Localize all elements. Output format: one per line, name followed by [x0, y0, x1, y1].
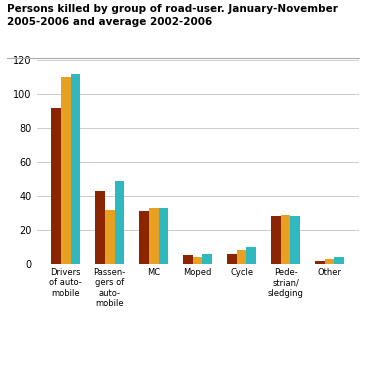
Bar	[61, 77, 71, 264]
Bar	[237, 250, 246, 264]
Bar	[139, 211, 149, 264]
Bar	[193, 257, 202, 264]
Bar	[335, 257, 344, 264]
Bar	[158, 208, 168, 264]
Bar	[227, 254, 237, 264]
Bar	[202, 254, 212, 264]
Bar	[149, 208, 158, 264]
Bar	[95, 191, 105, 264]
Bar	[271, 216, 281, 264]
Bar	[325, 259, 335, 264]
Bar	[290, 216, 300, 264]
Text: Persons killed by group of road-user. January-November
2005-2006 and average 200: Persons killed by group of road-user. Ja…	[7, 4, 338, 27]
Bar	[105, 210, 115, 264]
Bar	[51, 108, 61, 264]
Bar	[115, 181, 124, 264]
Bar	[315, 261, 325, 264]
Bar	[281, 215, 290, 264]
Bar	[183, 256, 193, 264]
Bar	[246, 247, 256, 264]
Bar	[71, 74, 80, 264]
